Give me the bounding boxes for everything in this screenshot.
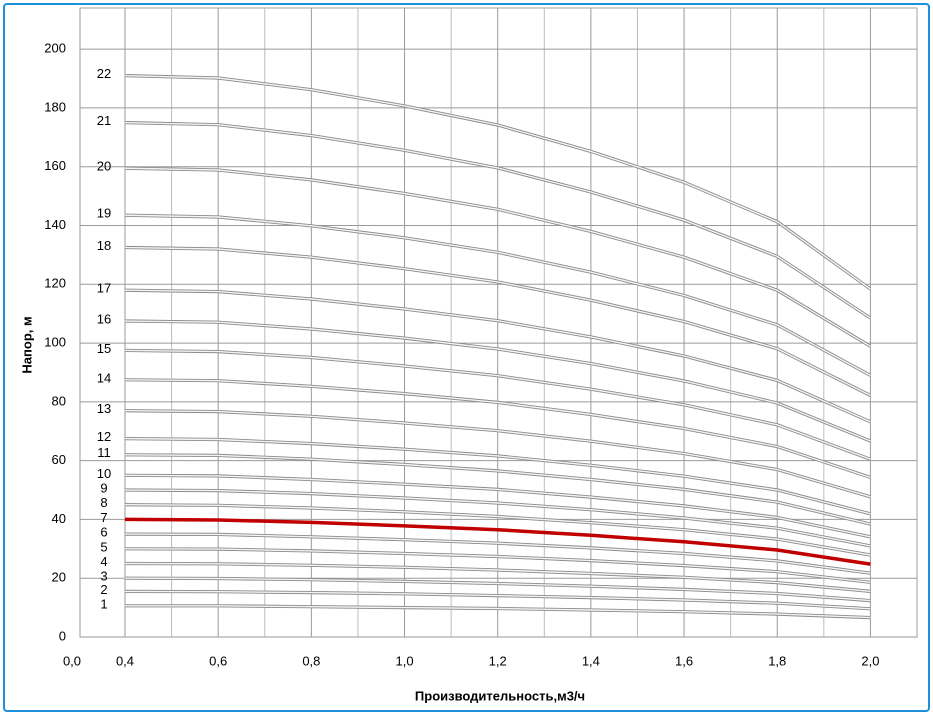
- x-tick-label: 0,8: [302, 653, 320, 668]
- y-tick-label: 80: [52, 393, 66, 408]
- curve: [124, 246, 871, 397]
- y-tick-label: 180: [44, 99, 66, 114]
- y-tick-label: 20: [52, 570, 66, 585]
- frame: [3, 3, 930, 712]
- y-tick-label: 140: [44, 217, 66, 232]
- series-label: 4: [100, 554, 107, 569]
- y-tick-label: 120: [44, 276, 66, 291]
- series-label: 13: [97, 401, 111, 416]
- x-tick-label: 2,0: [861, 653, 879, 668]
- curve: [125, 605, 871, 619]
- series-label: 11: [97, 445, 111, 460]
- curve: [124, 577, 871, 602]
- curve: [124, 590, 871, 610]
- series-label: 6: [100, 525, 107, 540]
- series-label: 7: [100, 510, 107, 525]
- curve: [124, 504, 871, 556]
- series-label: 22: [97, 66, 111, 81]
- series-label: 8: [100, 495, 107, 510]
- curve: [124, 379, 871, 479]
- curve: [124, 474, 871, 538]
- series-label: 12: [97, 429, 111, 444]
- curve: [124, 548, 871, 583]
- curve: [124, 121, 871, 319]
- curve: [124, 289, 871, 423]
- curve: [124, 320, 871, 442]
- series-label: 19: [97, 206, 111, 221]
- series-label: 16: [97, 311, 111, 326]
- x-tick-label: 1,8: [768, 653, 786, 668]
- series-label: 20: [97, 159, 111, 174]
- series-label: 21: [97, 113, 111, 128]
- y-tick-label: 40: [52, 511, 66, 526]
- curve: [124, 562, 871, 593]
- y-tick-label: 160: [44, 158, 66, 173]
- y-tick-label: 200: [44, 41, 66, 56]
- x-tick-label: 1,4: [582, 653, 600, 668]
- x-tick-label: 1,0: [395, 653, 413, 668]
- series-label: 14: [97, 370, 111, 385]
- y-tick-label: 0: [59, 628, 66, 643]
- x-tick-label: 1,2: [489, 653, 507, 668]
- series-label: 15: [97, 341, 111, 356]
- x-tick-label: 1,6: [675, 653, 693, 668]
- curve: [124, 437, 871, 515]
- curve: [124, 533, 871, 574]
- series-label: 9: [100, 480, 107, 495]
- curve: [124, 349, 871, 460]
- curve: [124, 214, 871, 377]
- curve: [124, 489, 871, 547]
- y-tick-label: 100: [44, 335, 66, 350]
- x-tick-label: 0,6: [209, 653, 227, 668]
- series-label: 18: [97, 238, 111, 253]
- series-label: 5: [100, 539, 107, 554]
- curve: [124, 517, 871, 566]
- series-label: 1: [100, 596, 107, 611]
- series-label: 17: [97, 281, 111, 296]
- y-axis-title: Напор, м: [19, 316, 34, 373]
- curve: [124, 454, 871, 525]
- y-tick-label: 60: [52, 452, 66, 467]
- x-tick-label: 0,4: [116, 653, 134, 668]
- curve: [124, 167, 871, 347]
- x-tick-label: 0,0: [63, 653, 81, 668]
- series-label: 2: [100, 582, 107, 597]
- x-axis-title: Производительность,м3/ч: [415, 688, 585, 703]
- curve: [124, 410, 871, 498]
- series-label: 3: [100, 569, 107, 584]
- series-label: 10: [97, 466, 111, 481]
- curve: [124, 74, 871, 290]
